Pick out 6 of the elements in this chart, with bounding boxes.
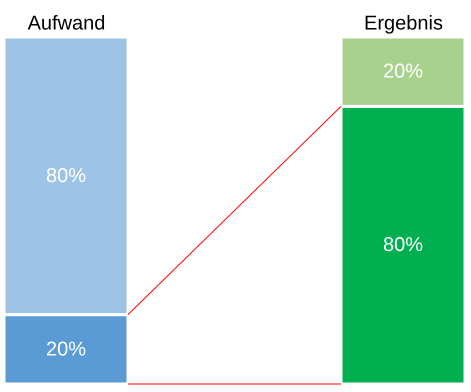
data-label: 80%: [382, 234, 424, 256]
x-tick-label: Ergebnis: [364, 12, 443, 34]
data-label: 80%: [46, 164, 86, 187]
x-tick-label: Aufwand: [28, 12, 106, 34]
data-label: 20%: [46, 338, 86, 360]
data-label: 20%: [382, 60, 424, 83]
